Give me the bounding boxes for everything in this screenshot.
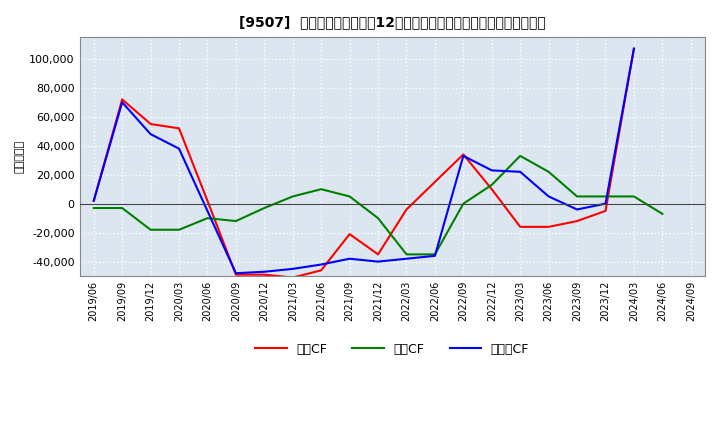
営業CF — [629, 46, 638, 51]
投資CF — [146, 227, 155, 232]
フリーCF — [289, 266, 297, 271]
営業CF — [516, 224, 525, 230]
フリーCF — [459, 153, 468, 158]
投資CF — [317, 187, 325, 192]
フリーCF — [317, 262, 325, 267]
営業CF — [346, 231, 354, 237]
投資CF — [402, 252, 411, 257]
フリーCF — [516, 169, 525, 174]
投資CF — [346, 194, 354, 199]
フリーCF — [232, 271, 240, 276]
Line: 営業CF: 営業CF — [94, 49, 634, 278]
フリーCF — [544, 194, 553, 199]
営業CF — [89, 198, 98, 203]
投資CF — [516, 153, 525, 158]
営業CF — [572, 218, 581, 224]
営業CF — [118, 97, 127, 102]
営業CF — [317, 268, 325, 273]
Title: [9507]  キャッシュフローの12か月移動合計の対前年同期増減額の推移: [9507] キャッシュフローの12か月移動合計の対前年同期増減額の推移 — [239, 15, 546, 29]
営業CF — [601, 208, 610, 213]
営業CF — [146, 121, 155, 127]
営業CF — [402, 207, 411, 212]
フリーCF — [146, 132, 155, 137]
フリーCF — [431, 253, 439, 258]
フリーCF — [175, 146, 184, 151]
投資CF — [118, 205, 127, 211]
フリーCF — [402, 256, 411, 261]
フリーCF — [572, 207, 581, 212]
投資CF — [232, 218, 240, 224]
フリーCF — [374, 259, 382, 264]
フリーCF — [203, 208, 212, 213]
営業CF — [459, 152, 468, 157]
営業CF — [431, 180, 439, 185]
フリーCF — [346, 256, 354, 261]
Line: 投資CF: 投資CF — [94, 156, 662, 254]
Legend: 営業CF, 投資CF, フリーCF: 営業CF, 投資CF, フリーCF — [251, 337, 534, 361]
営業CF — [544, 224, 553, 230]
Y-axis label: （百万円）: （百万円） — [15, 140, 25, 173]
フリーCF — [601, 201, 610, 206]
投資CF — [572, 194, 581, 199]
投資CF — [601, 194, 610, 199]
投資CF — [544, 169, 553, 174]
営業CF — [175, 126, 184, 131]
投資CF — [487, 182, 496, 187]
営業CF — [232, 272, 240, 277]
投資CF — [175, 227, 184, 232]
営業CF — [374, 252, 382, 257]
営業CF — [289, 275, 297, 280]
フリーCF — [89, 198, 98, 203]
投資CF — [658, 211, 667, 216]
フリーCF — [118, 99, 127, 105]
営業CF — [487, 187, 496, 192]
Line: フリーCF: フリーCF — [94, 49, 634, 273]
フリーCF — [487, 168, 496, 173]
投資CF — [431, 252, 439, 257]
投資CF — [203, 216, 212, 221]
フリーCF — [629, 46, 638, 51]
投資CF — [459, 201, 468, 206]
投資CF — [374, 216, 382, 221]
投資CF — [89, 205, 98, 211]
投資CF — [289, 194, 297, 199]
投資CF — [260, 205, 269, 211]
投資CF — [629, 194, 638, 199]
営業CF — [260, 272, 269, 277]
営業CF — [203, 198, 212, 203]
フリーCF — [260, 269, 269, 275]
